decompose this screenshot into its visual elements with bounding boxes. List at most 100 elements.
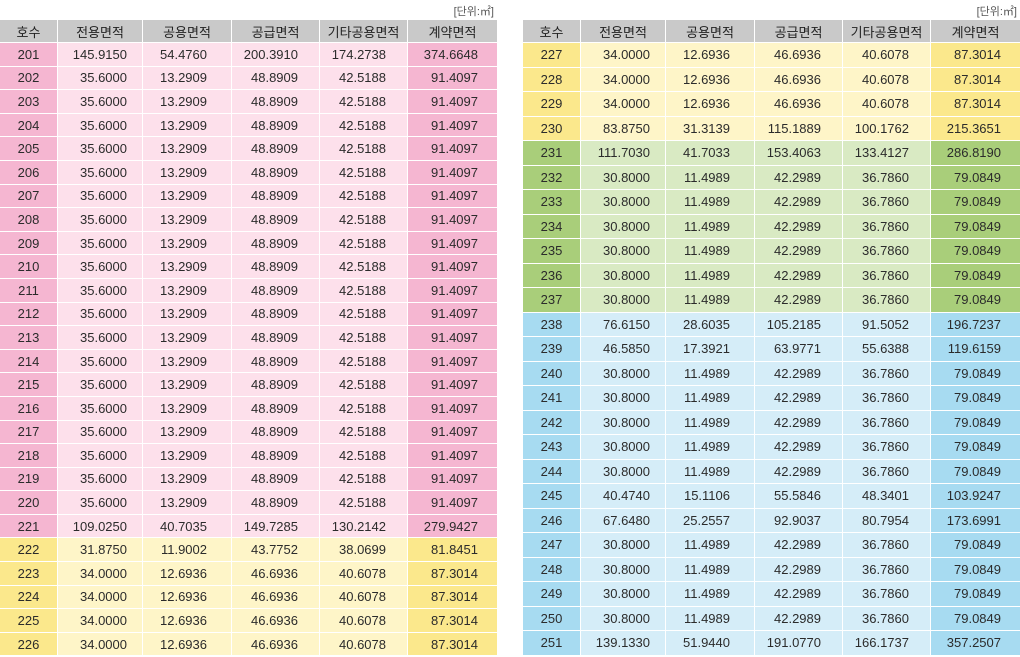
exclusive-area-cell: 35.6000	[58, 160, 142, 184]
other-common-area-cell: 42.5188	[320, 444, 407, 467]
table-row: 240 30.8000 11.4989 42.2989 36.7860 79.0849	[523, 361, 1020, 385]
table-row: 248 30.8000 11.4989 42.2989 36.7860 79.0849	[523, 557, 1020, 581]
supply-area-cell: 55.5846	[755, 484, 842, 508]
other-common-area-cell: 42.5188	[320, 231, 407, 255]
unit-number-cell: 241	[523, 386, 580, 410]
table-row: 206 35.6000 13.2909 48.8909 42.5188 91.4097	[0, 160, 497, 184]
supply-area-cell: 42.2989	[755, 606, 842, 630]
other-common-area-cell: 36.7860	[843, 459, 930, 483]
contract-area-cell: 79.0849	[931, 582, 1020, 606]
unit-number-cell: 222	[0, 538, 57, 562]
exclusive-area-cell: 30.8000	[581, 435, 665, 459]
table-row: 233 30.8000 11.4989 42.2989 36.7860 79.0849	[523, 190, 1020, 214]
exclusive-area-cell: 35.6000	[58, 302, 142, 326]
other-common-area-cell: 42.5188	[320, 302, 407, 326]
other-common-area-cell: 40.6078	[320, 585, 407, 609]
supply-area-cell: 48.8909	[232, 373, 319, 396]
common-area-cell: 11.4989	[666, 459, 754, 483]
common-area-cell: 12.6936	[666, 43, 754, 67]
common-area-cell: 17.3921	[666, 337, 754, 361]
exclusive-area-cell: 34.0000	[58, 562, 142, 585]
area-table-right: 호수 전용면적 공용면적 공급면적 기타공용면적 계약면적 227 34.0000 12.693…	[523, 20, 1020, 655]
contract-area-cell: 79.0849	[931, 386, 1020, 410]
table-row: 234 30.8000 11.4989 42.2989 36.7860 79.0849	[523, 214, 1020, 238]
other-common-area-cell: 40.6078	[843, 67, 930, 91]
supply-area-cell: 149.7285	[232, 514, 319, 538]
contract-area-cell: 91.4097	[408, 373, 497, 396]
table-row: 220 35.6000 13.2909 48.8909 42.5188 91.4097	[0, 491, 497, 514]
common-area-cell: 13.2909	[143, 160, 231, 184]
common-area-cell: 54.4760	[143, 43, 231, 66]
other-common-area-cell: 36.7860	[843, 288, 930, 312]
common-area-cell: 13.2909	[143, 349, 231, 373]
common-area-cell: 11.4989	[666, 557, 754, 581]
supply-area-cell: 42.2989	[755, 410, 842, 434]
other-common-area-cell: 36.7860	[843, 165, 930, 189]
unit-number-cell: 235	[523, 239, 580, 263]
table-row: 210 35.6000 13.2909 48.8909 42.5188 91.4097	[0, 255, 497, 278]
other-common-area-cell: 40.6078	[320, 632, 407, 656]
table-row: 243 30.8000 11.4989 42.2989 36.7860 79.0849	[523, 435, 1020, 459]
unit-number-cell: 215	[0, 373, 57, 396]
unit-number-cell: 230	[523, 116, 580, 140]
common-area-cell: 13.2909	[143, 231, 231, 255]
exclusive-area-cell: 35.6000	[58, 255, 142, 278]
exclusive-area-cell: 34.0000	[58, 609, 142, 632]
exclusive-area-cell: 35.6000	[58, 231, 142, 255]
unit-number-cell: 229	[523, 92, 580, 116]
common-area-cell: 11.4989	[666, 239, 754, 263]
common-area-cell: 13.2909	[143, 66, 231, 90]
exclusive-area-cell: 35.6000	[58, 396, 142, 420]
unit-number-cell: 250	[523, 606, 580, 630]
supply-area-cell: 63.9771	[755, 337, 842, 361]
unit-number-cell: 245	[523, 484, 580, 508]
table-row: 208 35.6000 13.2909 48.8909 42.5188 91.4097	[0, 208, 497, 231]
exclusive-area-cell: 30.8000	[581, 557, 665, 581]
common-area-cell: 11.4989	[666, 361, 754, 385]
unit-number-cell: 225	[0, 609, 57, 632]
unit-number-cell: 243	[523, 435, 580, 459]
table-row: 214 35.6000 13.2909 48.8909 42.5188 91.4097	[0, 349, 497, 373]
table-row: 237 30.8000 11.4989 42.2989 36.7860 79.0849	[523, 288, 1020, 312]
other-common-area-cell: 36.7860	[843, 214, 930, 238]
exclusive-area-cell: 83.8750	[581, 116, 665, 140]
exclusive-area-cell: 35.6000	[58, 349, 142, 373]
table-row: 217 35.6000 13.2909 48.8909 42.5188 91.4097	[0, 420, 497, 444]
other-common-area-cell: 48.3401	[843, 484, 930, 508]
exclusive-area-cell: 30.8000	[581, 288, 665, 312]
supply-area-cell: 42.2989	[755, 533, 842, 557]
table-row: 226 34.0000 12.6936 46.6936 40.6078 87.3014	[0, 632, 497, 656]
supply-area-cell: 48.8909	[232, 160, 319, 184]
supply-area-cell: 42.2989	[755, 239, 842, 263]
contract-area-cell: 79.0849	[931, 165, 1020, 189]
common-area-cell: 13.2909	[143, 420, 231, 444]
common-area-cell: 13.2909	[143, 90, 231, 113]
column-header-unit-number: 호수	[523, 20, 580, 42]
table-row: 202 35.6000 13.2909 48.8909 42.5188 91.4097	[0, 66, 497, 90]
table-row: 225 34.0000 12.6936 46.6936 40.6078 87.3014	[0, 609, 497, 632]
other-common-area-cell: 42.5188	[320, 467, 407, 491]
other-common-area-cell: 42.5188	[320, 90, 407, 113]
contract-area-cell: 91.4097	[408, 349, 497, 373]
common-area-cell: 11.9002	[143, 538, 231, 562]
contract-area-cell: 173.6991	[931, 508, 1020, 532]
contract-area-cell: 91.4097	[408, 467, 497, 491]
exclusive-area-cell: 67.6480	[581, 508, 665, 532]
supply-area-cell: 48.8909	[232, 467, 319, 491]
exclusive-area-cell: 35.6000	[58, 208, 142, 231]
common-area-cell: 13.2909	[143, 278, 231, 302]
column-header-unit-number: 호수	[0, 20, 57, 42]
common-area-cell: 11.4989	[666, 386, 754, 410]
common-area-cell: 12.6936	[143, 562, 231, 585]
table-row: 207 35.6000 13.2909 48.8909 42.5188 91.4097	[0, 184, 497, 208]
table-row: 215 35.6000 13.2909 48.8909 42.5188 91.4097	[0, 373, 497, 396]
supply-area-cell: 48.8909	[232, 278, 319, 302]
supply-area-cell: 42.2989	[755, 263, 842, 287]
table-row: 203 35.6000 13.2909 48.8909 42.5188 91.4097	[0, 90, 497, 113]
exclusive-area-cell: 35.6000	[58, 491, 142, 514]
other-common-area-cell: 80.7954	[843, 508, 930, 532]
exclusive-area-cell: 34.0000	[581, 67, 665, 91]
contract-area-cell: 91.4097	[408, 90, 497, 113]
table-row: 247 30.8000 11.4989 42.2989 36.7860 79.0849	[523, 533, 1020, 557]
unit-number-cell: 249	[523, 582, 580, 606]
